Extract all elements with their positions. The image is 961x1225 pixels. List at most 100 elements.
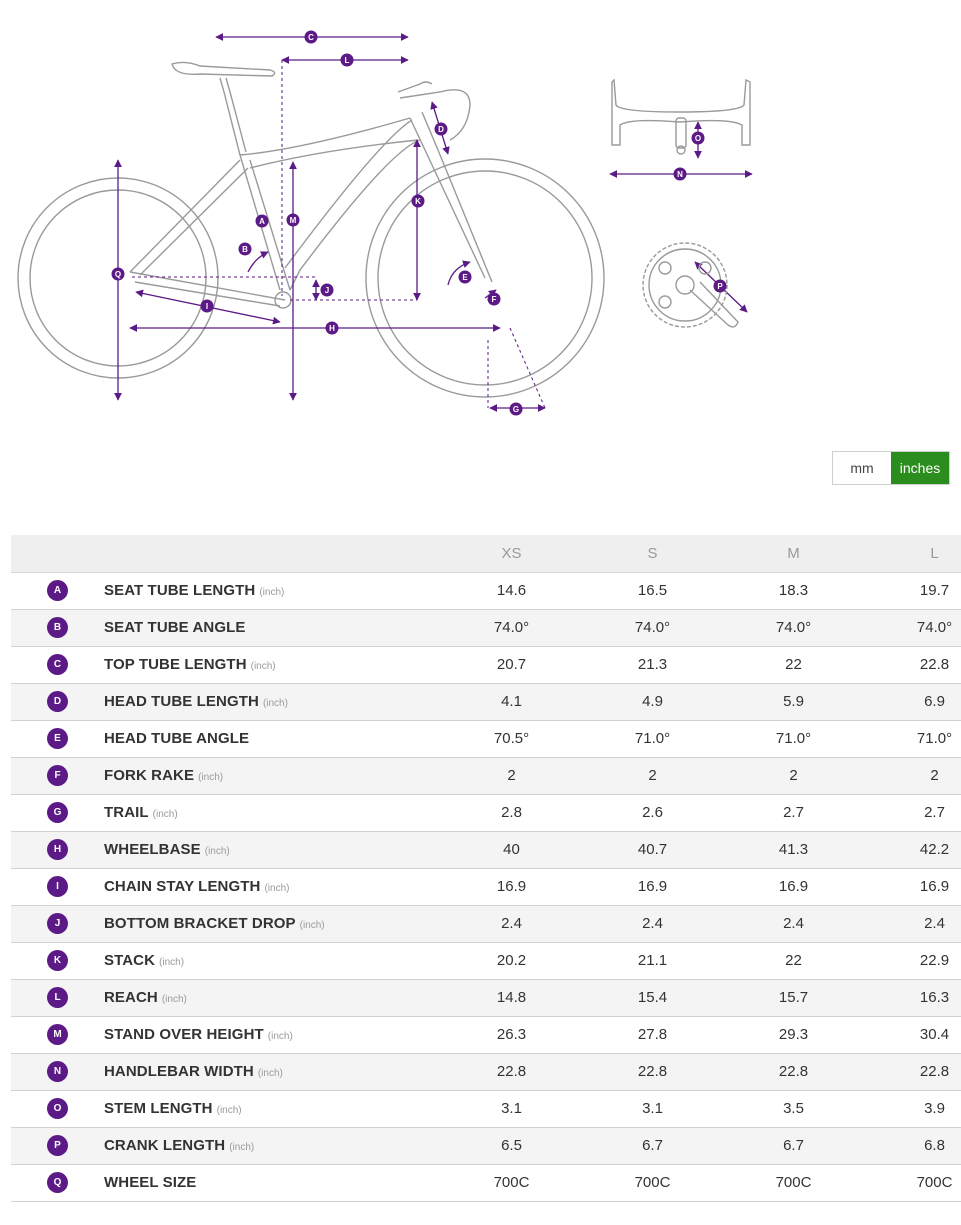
size-value-cell: 14.8 <box>441 979 582 1017</box>
table-row: B SEAT TUBE ANGLE 74.0° 74.0° 74.0° 74.0° <box>11 609 961 647</box>
diagram-badge-label: H <box>329 324 335 333</box>
size-value-cell: 6.7 <box>723 1127 864 1165</box>
size-value-cell: 700C <box>441 1164 582 1202</box>
table-row: G TRAIL (inch) 2.8 2.6 2.7 2.7 <box>11 794 961 832</box>
diagram-badge-o <box>691 131 705 145</box>
table-row: J BOTTOM BRACKET DROP (inch) 2.4 2.4 2.4 2.4 <box>11 905 961 943</box>
badge-cell: D <box>11 683 104 721</box>
measurement-unit: (inch) <box>159 957 185 968</box>
measurement-unit: (inch) <box>257 1068 283 1079</box>
table-row: D HEAD TUBE LENGTH (inch) 4.1 4.9 5.9 6.9 <box>11 683 961 721</box>
measurement-name: STACK <box>104 952 156 969</box>
header-empty <box>104 535 441 573</box>
measurement-name: SEAT TUBE ANGLE <box>104 619 246 636</box>
measurement-name-cell: BOTTOM BRACKET DROP (inch) <box>104 905 441 943</box>
size-value-cell: 2 <box>864 757 961 795</box>
diagram-badge-l <box>340 53 354 67</box>
measurement-unit: (inch) <box>152 809 178 820</box>
geometry-diagram: A B C D E F G H I J K L M Q O N P <box>0 0 961 440</box>
size-value-cell: 26.3 <box>441 1016 582 1054</box>
measurement-name-cell: WHEEL SIZE <box>104 1164 441 1202</box>
mm-toggle-button[interactable]: mm <box>833 452 891 484</box>
measurement-name-cell: STEM LENGTH (inch) <box>104 1090 441 1128</box>
size-header: S <box>582 535 723 573</box>
measurement-name-cell: SEAT TUBE ANGLE <box>104 609 441 647</box>
diagram-badge-label: E <box>462 273 468 282</box>
measurement-name-cell: FORK RAKE (inch) <box>104 757 441 795</box>
size-value-cell: 16.9 <box>723 868 864 906</box>
size-value-cell: 29.3 <box>723 1016 864 1054</box>
badge-cell: O <box>11 1090 104 1128</box>
measurement-name: REACH <box>104 989 158 1006</box>
badge-cell: N <box>11 1053 104 1091</box>
diagram-badge-c <box>304 30 318 44</box>
measurement-name: HEAD TUBE LENGTH <box>104 693 259 710</box>
inches-toggle-button[interactable]: inches <box>891 452 949 484</box>
measurement-letter-badge: Q <box>47 1172 68 1193</box>
table-row: I CHAIN STAY LENGTH (inch) 16.9 16.9 16.9 16.9 <box>11 868 961 906</box>
size-value-cell: 3.1 <box>441 1090 582 1128</box>
size-value-cell: 74.0° <box>441 609 582 647</box>
size-value-cell: 71.0° <box>582 720 723 758</box>
size-value-cell: 22 <box>723 646 864 684</box>
size-value-cell: 41.3 <box>723 831 864 869</box>
badge-cell: B <box>11 609 104 647</box>
measurement-unit: (inch) <box>216 1105 242 1116</box>
measurement-letter-badge: H <box>47 839 68 860</box>
badge-cell: A <box>11 572 104 610</box>
table-row: Q WHEEL SIZE 700C 700C 700C 700C <box>11 1164 961 1202</box>
badge-cell: E <box>11 720 104 758</box>
diagram-badge-label: G <box>513 405 519 414</box>
measurement-letter-badge: I <box>47 876 68 897</box>
measurement-name: HEAD TUBE ANGLE <box>104 730 250 747</box>
size-value-cell: 4.1 <box>441 683 582 721</box>
badge-cell: G <box>11 794 104 832</box>
size-header: M <box>723 535 864 573</box>
badge-cell: I <box>11 868 104 906</box>
size-value-cell: 74.0° <box>723 609 864 647</box>
table-row: H WHEELBASE (inch) 40 40.7 41.3 42.2 <box>11 831 961 869</box>
measurement-unit: (inch) <box>267 1031 293 1042</box>
size-value-cell: 4.9 <box>582 683 723 721</box>
size-value-cell: 16.9 <box>441 868 582 906</box>
measurement-name: FORK RAKE <box>104 767 195 784</box>
measurement-unit: (inch) <box>264 883 290 894</box>
table-row: K STACK (inch) 20.2 21.1 22 22.9 <box>11 942 961 980</box>
measurement-unit: (inch) <box>229 1142 255 1153</box>
size-header: L <box>864 535 961 573</box>
measurement-badges: A B C D E F G H I J K L M Q O N P <box>111 30 727 416</box>
size-value-cell: 2.4 <box>582 905 723 943</box>
badge-cell: M <box>11 1016 104 1054</box>
diagram-badge-label: Q <box>115 270 121 279</box>
measurement-unit: (inch) <box>204 846 230 857</box>
diagram-badge-label: O <box>695 134 701 143</box>
diagram-badge-p <box>713 279 727 293</box>
size-value-cell: 71.0° <box>864 720 961 758</box>
measurement-letter-badge: K <box>47 950 68 971</box>
badge-cell: L <box>11 979 104 1017</box>
diagram-badge-a <box>255 214 269 228</box>
measurement-name-cell: CHAIN STAY LENGTH (inch) <box>104 868 441 906</box>
measurement-unit: (inch) <box>262 698 288 709</box>
size-value-cell: 700C <box>864 1164 961 1202</box>
size-value-cell: 20.7 <box>441 646 582 684</box>
diagram-badge-i <box>200 299 214 313</box>
measurement-name: SEAT TUBE LENGTH <box>104 582 256 599</box>
measurement-name-cell: HANDLEBAR WIDTH (inch) <box>104 1053 441 1091</box>
size-value-cell: 3.9 <box>864 1090 961 1128</box>
measurement-name: STAND OVER HEIGHT <box>104 1026 264 1043</box>
size-value-cell: 3.1 <box>582 1090 723 1128</box>
measurement-letter-badge: C <box>47 654 68 675</box>
measurement-letter-badge: A <box>47 580 68 601</box>
size-value-cell: 2 <box>723 757 864 795</box>
size-value-cell: 22.8 <box>864 646 961 684</box>
badge-cell: P <box>11 1127 104 1165</box>
size-value-cell: 15.7 <box>723 979 864 1017</box>
measurement-name: BOTTOM BRACKET DROP <box>104 915 296 932</box>
measurement-name-cell: WHEELBASE (inch) <box>104 831 441 869</box>
size-value-cell: 2.4 <box>864 905 961 943</box>
size-value-cell: 40 <box>441 831 582 869</box>
measurement-name-cell: REACH (inch) <box>104 979 441 1017</box>
measurement-unit: (inch) <box>161 994 187 1005</box>
diagram-badge-b <box>238 242 252 256</box>
